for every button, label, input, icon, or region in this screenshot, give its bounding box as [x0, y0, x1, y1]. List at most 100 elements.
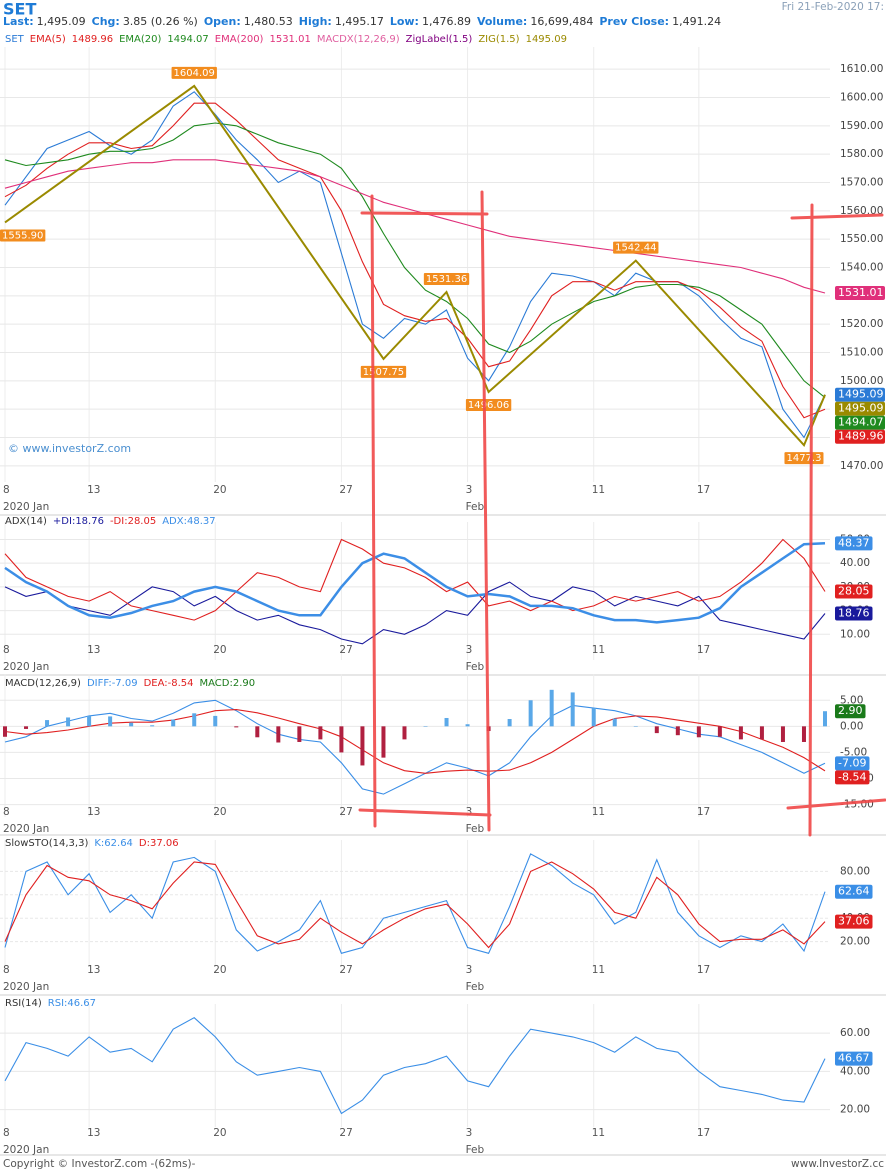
value-badge: 1495.09: [835, 387, 885, 402]
bar: [717, 726, 722, 737]
x-tick-label: 17: [697, 964, 710, 976]
value-badge-text: 1494.07: [838, 416, 884, 429]
field-label: Last:: [3, 15, 34, 28]
legend-entry: -DI:28.05: [110, 516, 156, 527]
bar: [129, 722, 134, 727]
legend-entry: 1494.07: [167, 34, 208, 45]
bar: [45, 720, 50, 727]
bar: [297, 726, 302, 742]
line-series: [4, 538, 826, 621]
y-tick-label: 1470.00: [840, 460, 883, 472]
value-badge-text: 62.64: [838, 885, 870, 898]
y-tick-label: 20.00: [840, 936, 870, 948]
x-tick-label: 20: [213, 964, 226, 976]
value-badge: 18.76: [835, 606, 873, 621]
bar: [633, 726, 638, 727]
pivot-label-text: 1496.06: [468, 400, 509, 411]
watermark: © www.investorZ.com: [8, 442, 131, 455]
field-label: Prev Close:: [599, 15, 669, 28]
site: www.InvestorZ.cc: [791, 1158, 884, 1170]
bar: [570, 692, 575, 727]
x-month-label: Feb: [466, 823, 485, 835]
legend-entry: DEA:-8.54: [144, 678, 194, 689]
bar: [276, 726, 281, 743]
pivot-label: 1507.75: [360, 365, 407, 378]
legend-entry: MACD(12,26,9): [5, 678, 81, 689]
line-series: [4, 709, 826, 774]
x-tick-label: 3: [466, 644, 473, 656]
value-badge-bg: [835, 704, 866, 719]
x-tick-label: 13: [87, 484, 100, 496]
x-month-label: 2020 Jan: [3, 661, 49, 673]
y-tick-label: 1510.00: [840, 347, 883, 359]
value-badge-bg: [835, 914, 873, 929]
legend-entry: RSI:46.67: [48, 998, 96, 1009]
x-tick-label: 11: [592, 806, 605, 818]
pivot-label-text: 1507.75: [363, 367, 404, 378]
bar: [675, 726, 680, 736]
line-series: [4, 853, 826, 954]
legend-entry: +DI:18.76: [53, 516, 104, 527]
x-tick-label: 27: [339, 484, 352, 496]
x-month-label: Feb: [466, 981, 485, 993]
value-badge: 62.64: [835, 884, 873, 899]
bar: [24, 726, 29, 729]
x-tick-label: 17: [697, 644, 710, 656]
value-badge-bg: [835, 584, 873, 599]
value-badge: -8.54: [835, 770, 870, 785]
bar: [234, 726, 239, 728]
value-badge: 37.06: [835, 914, 873, 929]
bar: [255, 726, 260, 738]
pivot-label: 1555.90: [0, 229, 46, 242]
value-badge: 1494.07: [835, 415, 885, 430]
legend-entry: SlowSTO(14,3,3): [5, 838, 88, 849]
value-badge-bg: [835, 606, 873, 621]
hand-annotations: [358, 190, 886, 837]
y-tick-label: 1500.00: [840, 375, 883, 387]
copyright: Copyright © InvestorZ.com -(62ms)-: [3, 1158, 196, 1170]
legend-entry: EMA(200): [215, 34, 264, 45]
bar: [780, 726, 785, 742]
value-badge: 28.05: [835, 584, 873, 599]
bar: [738, 726, 743, 740]
value-badge: 1531.01: [835, 285, 885, 300]
legend-entry: ADX:48.37: [162, 516, 215, 527]
pivot-label-bg: [171, 66, 217, 79]
x-tick-label: 13: [87, 644, 100, 656]
y-tick-label: 1580.00: [840, 148, 883, 160]
x-month-label: Feb: [466, 661, 485, 673]
x-tick-label: 17: [697, 806, 710, 818]
annotation-stroke: [786, 798, 886, 810]
x-tick-label: 8: [3, 484, 10, 496]
value-badge-text: 1495.09: [838, 402, 884, 415]
x-month-label: 2020 Jan: [3, 501, 49, 513]
value-badge-bg: [835, 756, 870, 771]
y-tick-label: 80.00: [840, 865, 870, 877]
bar: [3, 726, 7, 737]
bar: [150, 725, 155, 727]
bar: [87, 715, 92, 727]
field-value: 16,699,484: [530, 15, 593, 28]
y-tick-label: 40.00: [840, 1065, 870, 1077]
line-series: [4, 91, 826, 439]
field-value: 3.85 (0.26 %): [123, 15, 198, 28]
pivot-label-bg: [0, 229, 46, 242]
bar: [192, 713, 197, 727]
x-tick-label: 3: [466, 806, 473, 818]
x-tick-label: 3: [466, 964, 473, 976]
value-badge-bg: [835, 285, 885, 300]
symbol: SET: [3, 0, 36, 19]
legend-entry: 1531.01: [269, 34, 310, 45]
value-badge: -7.09: [835, 756, 870, 771]
legend-entry: EMA(5): [30, 34, 66, 45]
y-tick-label: 1540.00: [840, 262, 883, 274]
pivot-label-bg: [784, 452, 824, 465]
field-label: High:: [299, 15, 332, 28]
bar: [108, 716, 113, 727]
value-badge: 1489.96: [835, 429, 885, 444]
x-tick-label: 13: [87, 1127, 100, 1139]
bar: [612, 718, 617, 727]
value-badge-text: 48.37: [838, 536, 870, 549]
line-series: [4, 122, 826, 399]
